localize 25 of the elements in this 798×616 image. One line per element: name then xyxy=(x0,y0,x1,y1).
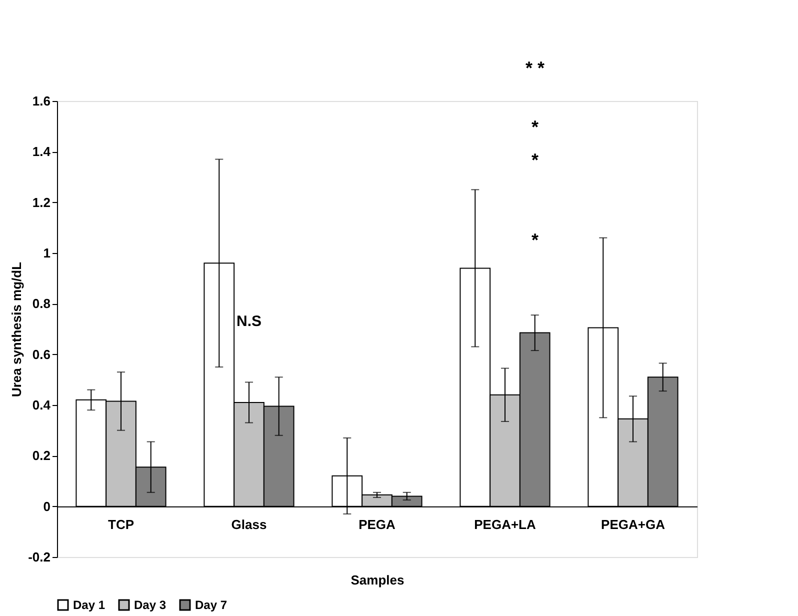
x-tick-label: TCP xyxy=(108,516,134,532)
y-tick-label: 1.2 xyxy=(32,194,50,210)
annotation: N.S xyxy=(236,313,262,330)
y-tick-label: 0 xyxy=(43,498,50,514)
y-tick-label: 0.2 xyxy=(32,448,50,464)
legend-label: Day 1 xyxy=(73,598,106,612)
annotation: * xyxy=(531,117,539,137)
x-tick-label: PEGA xyxy=(358,516,396,532)
legend-label: Day 7 xyxy=(195,598,228,612)
annotation: * xyxy=(531,230,539,250)
y-tick-label: 1.6 xyxy=(32,94,50,108)
x-tick-label: PEGA+LA xyxy=(474,516,536,532)
y-tick-label: -0.2 xyxy=(28,550,50,564)
y-tick-label: 0.6 xyxy=(32,346,50,362)
x-tick-label: PEGA+GA xyxy=(601,516,666,532)
y-tick-label: 0.8 xyxy=(32,296,50,312)
y-tick-label: 0.4 xyxy=(32,398,52,412)
annotation: * xyxy=(531,150,539,170)
x-axis-title: Samples xyxy=(350,572,404,588)
y-tick-label: 1 xyxy=(43,246,50,260)
y-axis-title: Urea synthesis mg/dL xyxy=(9,262,24,398)
x-tick-label: Glass xyxy=(231,516,267,532)
y-tick-label: 1.4 xyxy=(32,144,52,160)
text: * * xyxy=(525,58,545,78)
legend-label: Day 3 xyxy=(134,598,166,612)
